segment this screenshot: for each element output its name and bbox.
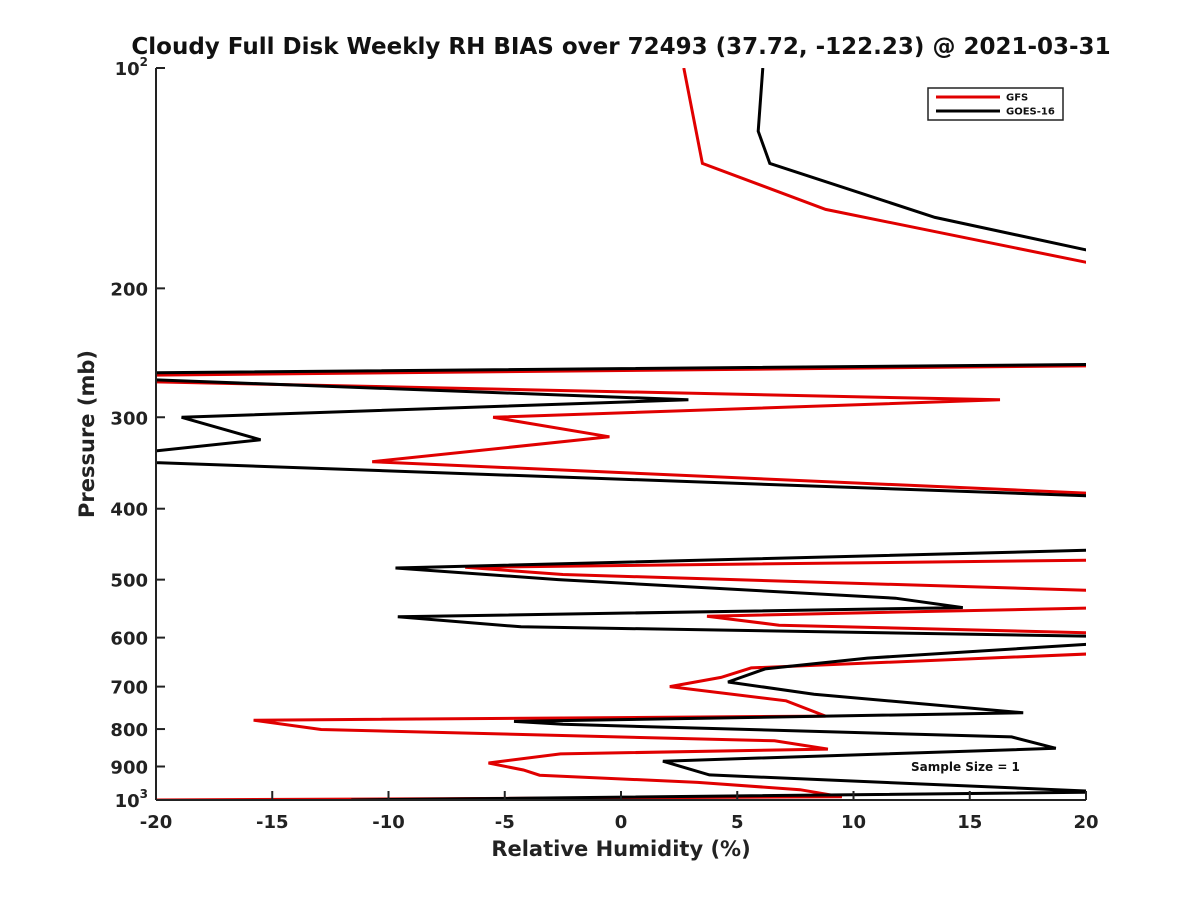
axes-layer: -20 -15 -10 -5 0 5 10 15 20 102 200 300 400 500 600 700… bbox=[110, 55, 1098, 833]
y-tick-label: 600 bbox=[110, 629, 148, 650]
legend-label: GFS bbox=[1006, 93, 1028, 104]
x-tick-label: 10 bbox=[841, 812, 866, 833]
x-tick-label: 20 bbox=[1073, 812, 1098, 833]
y-tick-label: 200 bbox=[110, 279, 148, 300]
y-tick-label: 500 bbox=[110, 571, 148, 592]
x-axis-label: Relative Humidity (%) bbox=[491, 837, 750, 861]
series-layer bbox=[156, 68, 1086, 800]
y-tick-label: 400 bbox=[110, 500, 148, 521]
legend-box bbox=[927, 87, 1064, 121]
series-line-gfs bbox=[156, 68, 1086, 800]
legend: GFS GOES-16 bbox=[927, 87, 1064, 121]
y-tick-label: 800 bbox=[110, 720, 148, 741]
x-tick-label: 0 bbox=[615, 812, 628, 833]
x-tick-label: -10 bbox=[372, 812, 405, 833]
legend-label: GOES-16 bbox=[1006, 107, 1055, 118]
y-tick-label: 900 bbox=[110, 758, 148, 779]
chart-title: Cloudy Full Disk Weekly RH BIAS over 724… bbox=[131, 34, 1110, 60]
sample-size-annotation: Sample Size = 1 bbox=[911, 760, 1020, 774]
y-axis-label: Pressure (mb) bbox=[75, 350, 99, 518]
y-tick-label: 700 bbox=[110, 678, 148, 699]
x-tick-label: 15 bbox=[957, 812, 982, 833]
x-tick-label: 5 bbox=[731, 812, 744, 833]
x-tick-label: -5 bbox=[495, 812, 515, 833]
series-line-goes-16 bbox=[156, 68, 1086, 800]
x-tick-label: -15 bbox=[256, 812, 289, 833]
x-tick-label: -20 bbox=[140, 812, 173, 833]
y-tick-label: 103 bbox=[115, 787, 148, 812]
y-tick-label: 102 bbox=[115, 55, 148, 80]
y-tick-label: 300 bbox=[110, 408, 148, 429]
